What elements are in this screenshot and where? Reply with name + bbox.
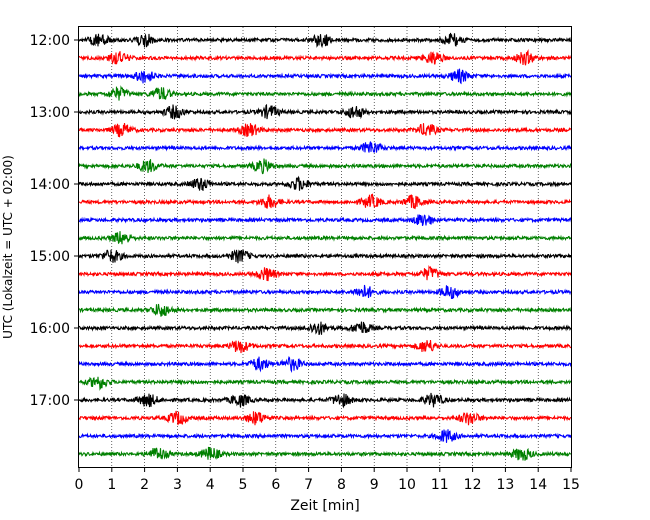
x-tick-label-15: 15 (562, 477, 580, 493)
x-tick-label-2: 2 (140, 477, 149, 493)
x-axis-ticks: 0 1 2 3 4 5 6 7 8 9 10 11 12 13 14 15 (75, 467, 580, 493)
trace-16:30 (78, 355, 572, 373)
trace-14:15 (78, 193, 572, 210)
seismogram-traces (78, 32, 572, 461)
y-tick-label-16:00: 16:00 (30, 321, 70, 337)
x-tick-label-4: 4 (206, 477, 215, 493)
trace-16:45 (78, 376, 572, 391)
trace-16:00 (78, 321, 572, 335)
trace-12:00 (78, 32, 572, 49)
trace-16:15 (78, 340, 572, 354)
y-axis-label: UTC (Lokalzeit = UTC + 02:00) (1, 155, 15, 339)
trace-17:15 (78, 410, 572, 426)
y-tick-label-15:00: 15:00 (30, 249, 70, 265)
trace-17:45 (78, 446, 572, 461)
x-tick-label-3: 3 (173, 477, 182, 493)
trace-15:15 (78, 264, 572, 282)
trace-14:30 (78, 214, 572, 227)
plot-frame (78, 26, 572, 468)
trace-14:45 (78, 231, 572, 245)
x-tick-label-0: 0 (75, 477, 84, 493)
trace-15:30 (78, 284, 572, 300)
trace-15:00 (78, 249, 572, 264)
x-tick-label-6: 6 (271, 477, 280, 493)
y-tick-label-14:00: 14:00 (30, 177, 70, 193)
trace-17:30 (78, 429, 572, 443)
trace-12:45 (78, 85, 572, 101)
trace-14:00 (78, 175, 572, 191)
x-tick-label-1: 1 (107, 477, 116, 493)
trace-13:30 (78, 141, 572, 154)
trace-12:30 (78, 68, 572, 85)
trace-17:00 (78, 392, 572, 409)
x-axis-label: Zeit [min] (290, 498, 359, 514)
trace-12:15 (78, 48, 572, 66)
trace-13:45 (78, 158, 572, 175)
x-tick-label-13: 13 (496, 477, 514, 493)
x-tick-label-12: 12 (464, 477, 482, 493)
trace-15:45 (78, 303, 572, 317)
x-tick-label-8: 8 (337, 477, 346, 493)
x-tick-label-14: 14 (529, 477, 547, 493)
grid-lines (111, 27, 539, 467)
x-tick-label-11: 11 (431, 477, 449, 493)
x-tick-label-10: 10 (398, 477, 416, 493)
x-tick-label-9: 9 (370, 477, 379, 493)
x-tick-label-7: 7 (304, 477, 313, 493)
y-tick-label-12:00: 12:00 (30, 33, 70, 49)
y-tick-label-13:00: 13:00 (30, 105, 70, 121)
y-tick-label-17:00: 17:00 (30, 393, 70, 409)
y-axis-ticks: 12:00 13:00 14:00 15:00 16:00 17:00 (30, 33, 79, 409)
trace-13:15 (78, 123, 572, 138)
trace-13:00 (78, 103, 572, 120)
x-tick-label-5: 5 (239, 477, 248, 493)
